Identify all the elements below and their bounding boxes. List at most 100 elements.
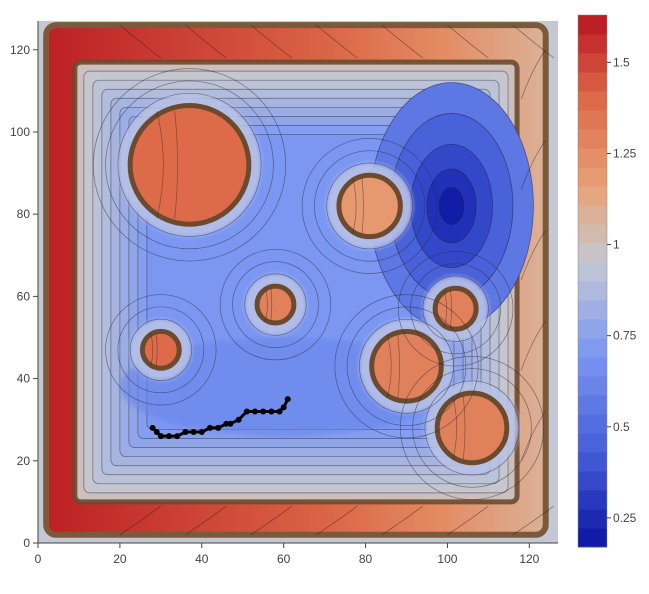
- obstacle-contour: [462, 396, 466, 460]
- y-axis: 0 20 40 60 80 100 120: [10, 21, 39, 550]
- trajectory-point: [227, 420, 234, 427]
- wall-contour: [119, 505, 162, 536]
- colorbar-band: [578, 281, 607, 301]
- trajectory-point: [243, 408, 250, 415]
- obstacle-contour: [361, 178, 364, 234]
- field-layers: [43, 22, 549, 538]
- colorbar-band: [578, 433, 607, 453]
- wall-contour: [119, 24, 162, 59]
- wall-contour: [381, 505, 424, 536]
- colorbar-band: [578, 243, 607, 263]
- x-tick-label: 60: [277, 552, 291, 566]
- obstacle-halo-ring: [105, 80, 274, 250]
- x-tick-label: 20: [113, 552, 127, 566]
- obstacle-halo-ring: [346, 306, 467, 426]
- obstacle-halo-ring: [412, 368, 532, 488]
- colorbar-band: [578, 148, 607, 168]
- plot-area: [38, 21, 558, 543]
- trajectory-point: [174, 433, 181, 440]
- x-tick-label: 0: [35, 552, 42, 566]
- obstacle-1: [127, 102, 252, 227]
- colorbar-band: [578, 376, 607, 396]
- obstacle-contour: [450, 290, 452, 328]
- wall-contour: [447, 505, 489, 536]
- trajectory-point: [190, 429, 197, 436]
- colorbar-band: [578, 167, 607, 187]
- colorbar: 0.25 0.5 0.75 1 1.25 1.5: [577, 14, 637, 548]
- trajectory-point: [260, 408, 267, 415]
- obstacle-contour: [387, 334, 392, 398]
- x-axis: 0 20 40 60 80 100 120: [35, 542, 558, 566]
- colorbar-tick-label: 1.5: [613, 55, 630, 69]
- obstacle-contour: [452, 396, 458, 460]
- wall-contour: [520, 49, 546, 100]
- trajectory-point: [153, 429, 160, 436]
- obstacle-5: [369, 328, 444, 404]
- wall-contour: [520, 139, 546, 190]
- low-basin-level: [438, 187, 465, 225]
- colorbar-tick-label: 0.5: [613, 420, 630, 434]
- obstacle-contour: [270, 287, 273, 322]
- y-tick-label: 0: [23, 536, 30, 550]
- trajectory-point: [215, 424, 222, 431]
- trajectory-point: [284, 396, 291, 403]
- obstacle-contour: [444, 290, 447, 328]
- colorbar-band: [578, 452, 607, 472]
- colorbar-band: [578, 110, 607, 130]
- wall-contour: [316, 24, 358, 59]
- wall-contour: [250, 24, 293, 59]
- trajectory-point: [280, 404, 287, 411]
- colorbar-band: [578, 262, 607, 282]
- colorbar-band: [578, 319, 607, 339]
- colorbar-frame: [577, 14, 608, 548]
- obstacle-halo-ring: [334, 294, 479, 439]
- obstacle-contour: [352, 178, 357, 234]
- obstacle-halo-ring: [232, 261, 319, 348]
- obstacle-halo-ring: [129, 318, 192, 381]
- wall-contour: [520, 411, 546, 461]
- y-tick-label: 100: [10, 125, 30, 139]
- obstacle-6: [432, 285, 479, 332]
- trajectory-point: [276, 408, 283, 415]
- trajectory-point: [157, 433, 164, 440]
- trajectory-point: [198, 429, 205, 436]
- colorbar-band: [578, 224, 607, 244]
- obstacle-4: [139, 328, 182, 371]
- colorbar-tick-label: 1.25: [613, 146, 637, 160]
- y-tick-label: 20: [17, 454, 31, 468]
- obstacle-halo-ring: [314, 150, 426, 262]
- colorbar-band: [578, 300, 607, 320]
- obstacle-halo-ring: [92, 68, 287, 262]
- x-tick-label: 80: [359, 552, 373, 566]
- wall-contour: [520, 230, 546, 281]
- obstacle-halo-ring: [410, 263, 502, 355]
- y-tick-label: 40: [17, 372, 31, 386]
- obstacle-halo-ring: [424, 380, 520, 476]
- wall-contour: [381, 24, 424, 59]
- trajectory-point: [149, 424, 156, 431]
- colorbar-band: [578, 509, 607, 529]
- wall-contour: [512, 24, 555, 59]
- colorbar-band: [578, 338, 607, 358]
- colorbar-band: [578, 205, 607, 225]
- y-tick-label: 80: [17, 207, 31, 221]
- colorbar-band: [578, 129, 607, 149]
- obstacle-contour: [150, 333, 154, 367]
- wall-contour: [512, 505, 555, 536]
- colorbar-band: [578, 471, 607, 491]
- obstacle-contour: [156, 111, 164, 219]
- obstacle-halo-ring: [326, 162, 413, 250]
- trajectory-point: [252, 408, 259, 415]
- trajectory-point: [268, 408, 275, 415]
- colorbar-band: [578, 34, 607, 54]
- colorbar-band: [578, 91, 607, 111]
- x-tick-label: 100: [437, 552, 457, 566]
- obstacle-halo-ring: [244, 273, 307, 336]
- x-tick-label: 120: [519, 552, 539, 566]
- obstacle-halo-ring: [219, 248, 332, 361]
- colorbar-band: [578, 15, 607, 35]
- trajectory-point: [182, 429, 189, 436]
- contour-lines: [92, 24, 555, 536]
- trajectory-point: [235, 416, 242, 423]
